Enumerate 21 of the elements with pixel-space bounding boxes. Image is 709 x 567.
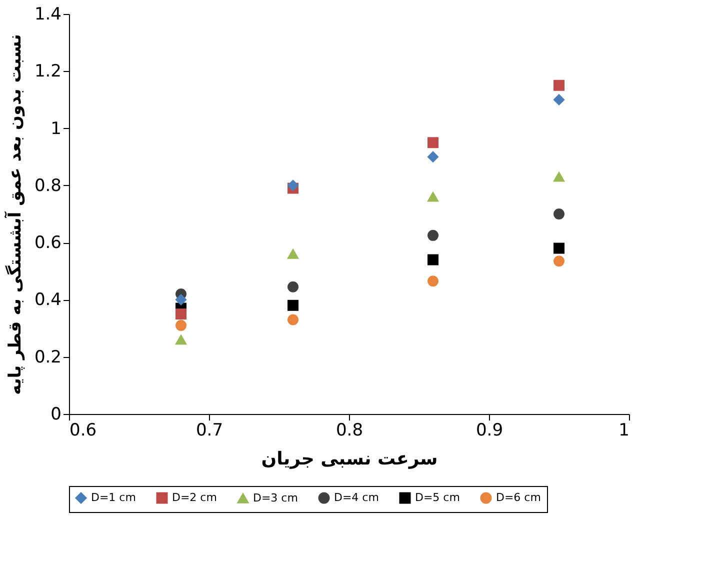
legend-label: D=5 cm <box>415 491 460 504</box>
y-axis-title: نسبت بدون بعد عمق آبشستگی به قطر پایه <box>3 34 26 395</box>
x-tick-label: 0.9 <box>476 420 504 440</box>
legend-label: D=2 cm <box>172 491 217 504</box>
legend-label: D=4 cm <box>334 491 379 504</box>
y-tick-label: 0.6 <box>34 233 62 254</box>
y-tick-label: 1.4 <box>34 4 62 24</box>
legend-label: D=6 cm <box>496 491 541 504</box>
legend-label: D=3 cm <box>253 491 298 504</box>
y-tick-label: 0.8 <box>34 176 62 196</box>
y-tick-label: 0.4 <box>34 290 62 310</box>
y-tick-label: 1 <box>50 118 62 139</box>
legend-label: D=1 cm <box>91 491 136 504</box>
y-tick-label: 0 <box>50 404 62 424</box>
x-tick-label: 0.7 <box>196 420 224 440</box>
y-tick-label: 1.2 <box>34 62 62 82</box>
y-tick-label: 0.2 <box>34 347 62 368</box>
x-tick-label: 0.6 <box>70 420 97 440</box>
x-tick-label: 1 <box>618 420 630 440</box>
x-axis-title: سرعت نسبی جریان <box>261 448 438 470</box>
x-tick-label: 0.8 <box>336 420 364 440</box>
